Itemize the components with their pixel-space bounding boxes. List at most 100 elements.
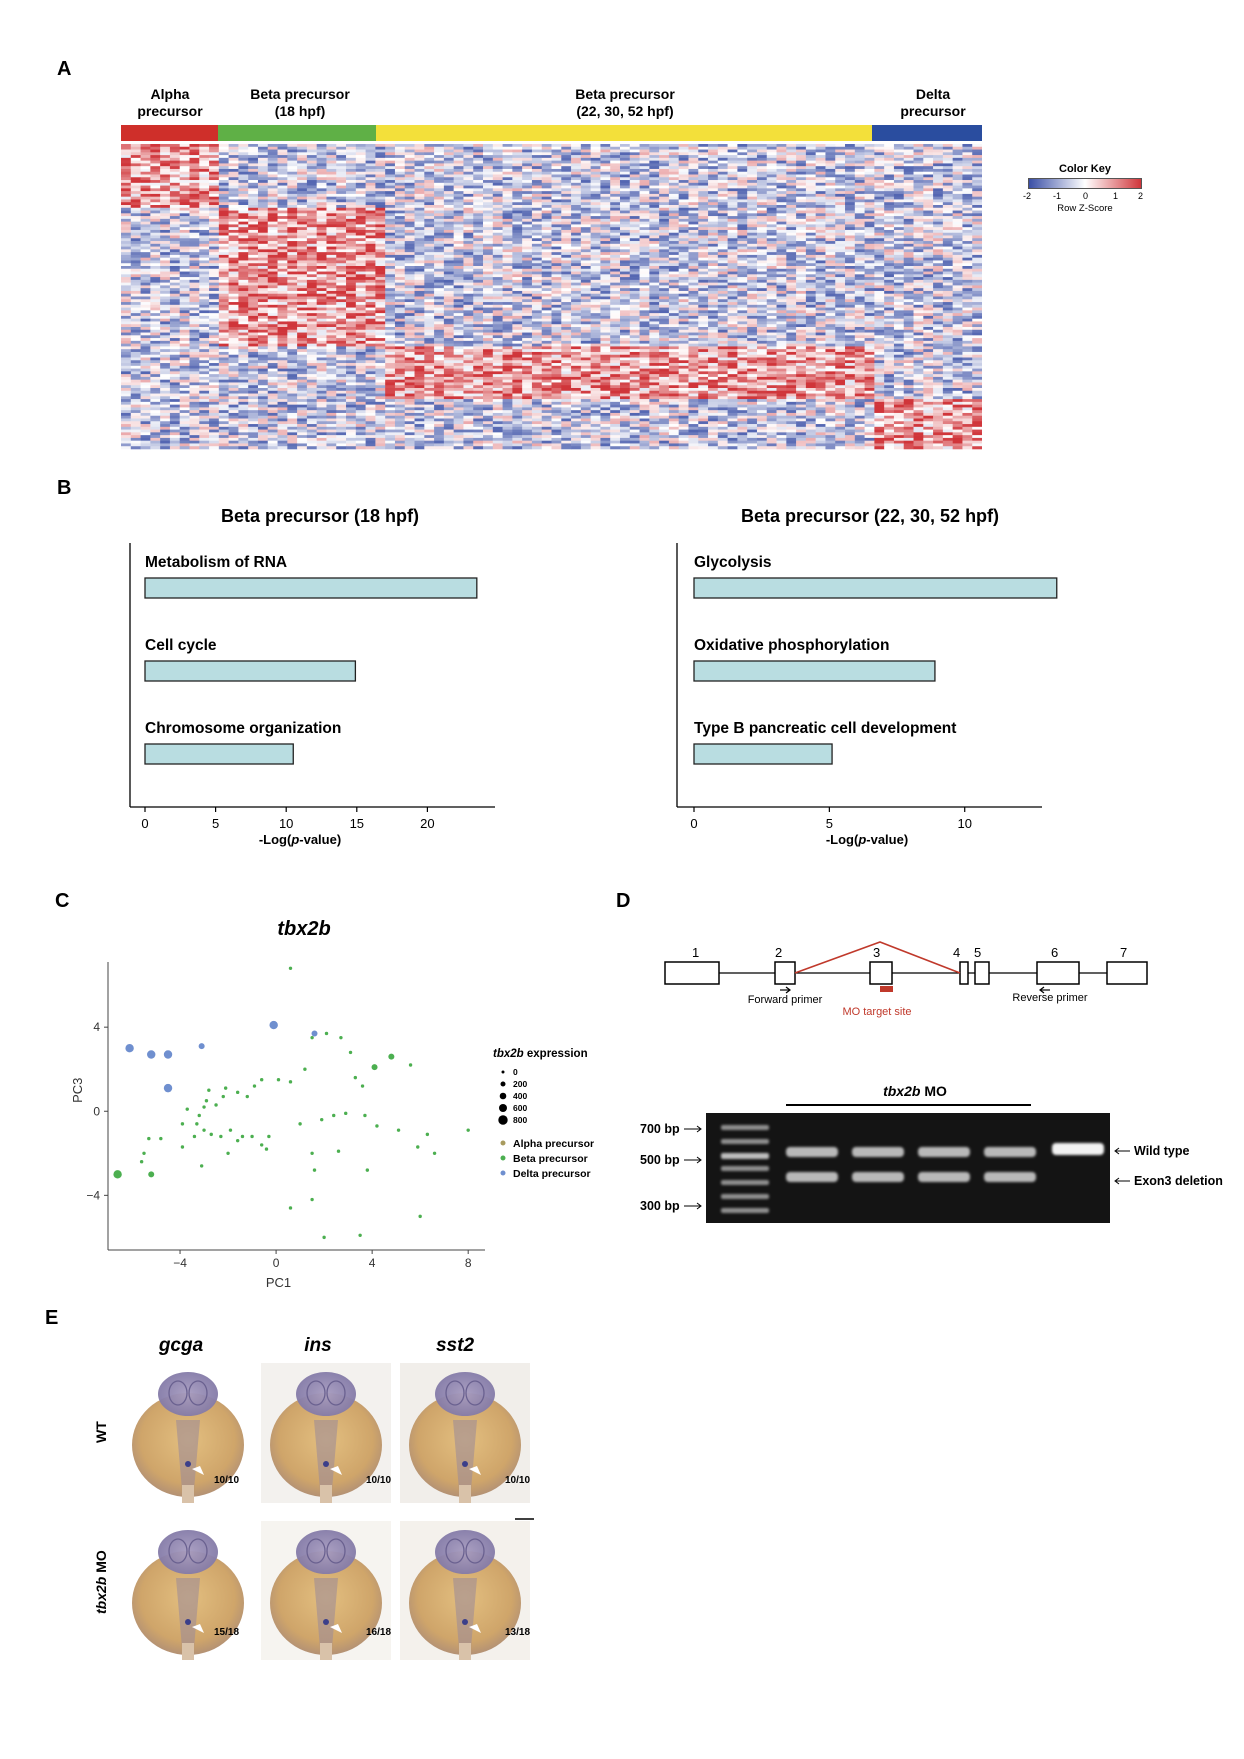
heatmap-cell	[238, 232, 249, 236]
heatmap-cell	[551, 282, 562, 286]
heatmap-cell	[346, 191, 357, 195]
heatmap-cell	[199, 202, 210, 206]
heatmap-cell	[404, 232, 415, 236]
heatmap-cell	[561, 180, 572, 184]
heatmap-cell	[287, 155, 298, 159]
heatmap-cell	[248, 257, 259, 261]
heatmap-cell	[737, 180, 748, 184]
heatmap-cell	[189, 166, 200, 170]
heatmap-cell	[561, 229, 572, 234]
heatmap-cell	[688, 285, 699, 289]
heatmap-cell	[297, 146, 308, 150]
heatmap-cell	[522, 213, 533, 217]
heatmap-cell	[923, 227, 934, 231]
heatmap-cell	[776, 144, 787, 148]
heatmap-cell	[903, 229, 914, 234]
heatmap-cell	[473, 227, 484, 231]
heatmap-cell	[130, 177, 141, 181]
heatmap-cell	[805, 285, 816, 289]
heatmap-cell	[923, 210, 934, 214]
heatmap-cell	[972, 221, 982, 225]
heatmap-cell	[385, 274, 396, 278]
heatmap-cell	[610, 174, 621, 178]
heatmap-cell	[473, 260, 484, 264]
heatmap-cell	[218, 152, 229, 156]
heatmap-cell	[336, 238, 347, 242]
heatmap-cell	[639, 185, 650, 189]
heatmap-cell	[394, 241, 406, 245]
heatmap-cell	[228, 168, 239, 173]
heatmap-cell	[355, 166, 366, 170]
heatmap-cell	[169, 277, 180, 281]
heatmap-cell	[913, 252, 924, 256]
heatmap-cell	[972, 171, 982, 175]
heatmap-cell	[169, 166, 180, 170]
heatmap-cell	[737, 254, 748, 258]
heatmap-cell	[923, 282, 934, 286]
heatmap-cell	[121, 202, 132, 206]
heatmap-cell	[737, 288, 748, 292]
heatmap-cell	[453, 282, 464, 286]
heatmap-cell	[228, 227, 239, 231]
heatmap-cell	[531, 160, 543, 164]
heatmap-cell	[404, 160, 415, 164]
heatmap-cell	[590, 227, 601, 231]
heatmap-cell	[121, 196, 132, 200]
heatmap-cell	[639, 216, 650, 220]
heatmap-cell	[522, 232, 533, 236]
heatmap-cell	[404, 299, 415, 303]
heatmap-cell	[786, 260, 797, 264]
heatmap-cell	[766, 243, 777, 247]
heatmap-cell	[815, 282, 826, 286]
heatmap-cell	[541, 185, 552, 189]
heatmap-cell	[355, 282, 366, 286]
heatmap-cell	[845, 152, 856, 156]
heatmap-cell	[394, 232, 406, 236]
heatmap-cell	[952, 177, 963, 181]
heatmap-cell	[394, 146, 406, 150]
heatmap-cell	[199, 282, 210, 286]
heatmap-cell	[316, 174, 327, 178]
heatmap-cell	[316, 188, 327, 192]
heatmap-cell	[375, 263, 386, 267]
heatmap-cell	[649, 193, 660, 197]
heatmap-cell	[962, 149, 973, 153]
heatmap-cell	[365, 241, 376, 245]
heatmap-cell	[522, 157, 533, 161]
heatmap-cell	[375, 188, 386, 192]
heatmap-cell	[590, 171, 601, 175]
heatmap-cell	[551, 207, 562, 211]
heatmap-cell	[238, 263, 249, 267]
heatmap-cell	[551, 149, 562, 153]
heatmap-cell	[365, 174, 376, 178]
heatmap-cell	[796, 202, 807, 206]
heatmap-cell	[786, 279, 797, 283]
heatmap-cell	[756, 243, 768, 247]
heatmap-cell	[600, 271, 611, 275]
heatmap-cell	[551, 199, 562, 203]
heatmap-cell	[179, 180, 190, 184]
heatmap-cell	[160, 188, 171, 192]
heatmap-cell	[796, 149, 807, 153]
heatmap-cell	[590, 229, 601, 234]
heatmap-cell	[972, 235, 982, 239]
heatmap-cell	[346, 249, 357, 253]
heatmap-cell	[864, 260, 875, 264]
heatmap-cell	[551, 202, 562, 206]
heatmap-cell	[483, 296, 494, 300]
heatmap-cell	[580, 232, 591, 236]
heatmap-cell	[267, 224, 278, 228]
heatmap-cell	[541, 249, 552, 253]
heatmap-cell	[316, 271, 327, 275]
heatmap-cell	[727, 157, 738, 161]
heatmap-cell	[727, 193, 738, 197]
heatmap-cell	[522, 260, 533, 264]
heatmap-cell	[845, 168, 856, 173]
heatmap-cell	[903, 171, 914, 175]
heatmap-cell	[688, 243, 699, 247]
heatmap-cell	[825, 202, 836, 206]
heatmap-cell	[942, 285, 953, 289]
heatmap-cell	[688, 180, 699, 184]
heatmap-cell	[160, 266, 171, 270]
heatmap-cell	[473, 221, 484, 225]
